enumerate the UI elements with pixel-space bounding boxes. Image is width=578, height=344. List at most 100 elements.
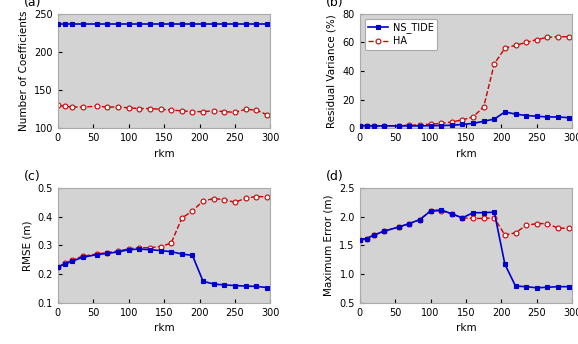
HA bbox=[61, 104, 68, 108]
NS_TIDE bbox=[370, 124, 377, 128]
HA bbox=[512, 231, 519, 235]
HA bbox=[544, 35, 551, 40]
NS_TIDE bbox=[502, 262, 509, 266]
NS_TIDE bbox=[512, 284, 519, 288]
NS_TIDE bbox=[554, 115, 561, 119]
HA bbox=[136, 107, 143, 111]
NS_TIDE bbox=[114, 250, 121, 254]
HA bbox=[381, 229, 388, 233]
HA bbox=[469, 216, 476, 221]
NS_TIDE bbox=[395, 124, 402, 128]
NS_TIDE bbox=[93, 22, 100, 26]
NS_TIDE bbox=[231, 22, 238, 26]
X-axis label: rkm: rkm bbox=[154, 323, 175, 333]
HA bbox=[114, 105, 121, 109]
NS_TIDE bbox=[54, 22, 61, 26]
NS_TIDE bbox=[54, 265, 61, 269]
NS_TIDE bbox=[104, 251, 111, 256]
HA bbox=[253, 195, 260, 199]
HA bbox=[69, 258, 76, 262]
NS_TIDE bbox=[416, 124, 423, 128]
X-axis label: rkm: rkm bbox=[455, 323, 476, 333]
HA bbox=[93, 252, 100, 256]
NS_TIDE bbox=[93, 252, 100, 257]
NS_TIDE bbox=[363, 123, 370, 128]
NS_TIDE bbox=[221, 283, 228, 287]
NS_TIDE bbox=[157, 22, 164, 26]
NS_TIDE bbox=[395, 225, 402, 229]
HA bbox=[363, 123, 370, 128]
NS_TIDE bbox=[469, 121, 476, 126]
NS_TIDE bbox=[168, 22, 175, 26]
NS_TIDE bbox=[189, 22, 196, 26]
Line: NS_TIDE: NS_TIDE bbox=[357, 207, 571, 290]
HA bbox=[221, 109, 228, 114]
HA bbox=[210, 109, 217, 113]
NS_TIDE bbox=[427, 123, 434, 128]
HA bbox=[253, 108, 260, 112]
NS_TIDE bbox=[459, 216, 466, 220]
HA bbox=[406, 123, 413, 127]
HA bbox=[381, 124, 388, 128]
HA bbox=[136, 246, 143, 250]
HA bbox=[157, 245, 164, 249]
HA bbox=[523, 223, 529, 227]
HA bbox=[79, 254, 86, 258]
NS_TIDE bbox=[104, 22, 111, 26]
NS_TIDE bbox=[264, 286, 271, 290]
HA bbox=[93, 104, 100, 108]
HA bbox=[199, 199, 206, 203]
HA bbox=[416, 217, 423, 222]
NS_TIDE bbox=[125, 22, 132, 26]
NS_TIDE bbox=[438, 208, 444, 212]
Line: NS_TIDE: NS_TIDE bbox=[357, 109, 571, 128]
NS_TIDE bbox=[136, 247, 143, 251]
NS_TIDE bbox=[449, 123, 455, 127]
Text: (a): (a) bbox=[24, 0, 41, 9]
NS_TIDE bbox=[199, 22, 206, 26]
Text: (b): (b) bbox=[325, 0, 343, 9]
Y-axis label: Residual Variance (%): Residual Variance (%) bbox=[327, 14, 337, 128]
HA bbox=[125, 247, 132, 251]
Line: HA: HA bbox=[55, 194, 269, 269]
NS_TIDE bbox=[491, 210, 498, 214]
HA bbox=[416, 123, 423, 127]
HA bbox=[189, 209, 196, 213]
HA bbox=[438, 209, 444, 213]
Text: (d): (d) bbox=[325, 171, 343, 183]
NS_TIDE bbox=[189, 253, 196, 257]
NS_TIDE bbox=[480, 211, 487, 215]
HA bbox=[114, 249, 121, 253]
NS_TIDE bbox=[125, 248, 132, 252]
HA bbox=[449, 120, 455, 124]
NS_TIDE bbox=[242, 22, 249, 26]
HA bbox=[79, 105, 86, 109]
HA bbox=[179, 109, 186, 113]
HA bbox=[210, 196, 217, 201]
HA bbox=[199, 109, 206, 114]
NS_TIDE bbox=[416, 217, 423, 222]
NS_TIDE bbox=[533, 286, 540, 290]
HA bbox=[370, 233, 377, 237]
NS_TIDE bbox=[79, 255, 86, 259]
HA bbox=[406, 222, 413, 226]
NS_TIDE bbox=[544, 285, 551, 289]
NS_TIDE bbox=[136, 22, 143, 26]
HA bbox=[125, 106, 132, 110]
NS_TIDE bbox=[406, 222, 413, 226]
Line: NS_TIDE: NS_TIDE bbox=[55, 21, 269, 26]
NS_TIDE bbox=[370, 233, 377, 237]
HA bbox=[370, 124, 377, 128]
NS_TIDE bbox=[199, 279, 206, 283]
NS_TIDE bbox=[179, 252, 186, 256]
HA bbox=[395, 123, 402, 128]
HA bbox=[69, 105, 76, 109]
NS_TIDE bbox=[363, 236, 370, 240]
NS_TIDE bbox=[356, 123, 363, 128]
NS_TIDE bbox=[491, 117, 498, 121]
NS_TIDE bbox=[221, 22, 228, 26]
Line: NS_TIDE: NS_TIDE bbox=[55, 247, 269, 290]
HA bbox=[363, 236, 370, 240]
HA bbox=[356, 238, 363, 242]
HA bbox=[491, 216, 498, 220]
